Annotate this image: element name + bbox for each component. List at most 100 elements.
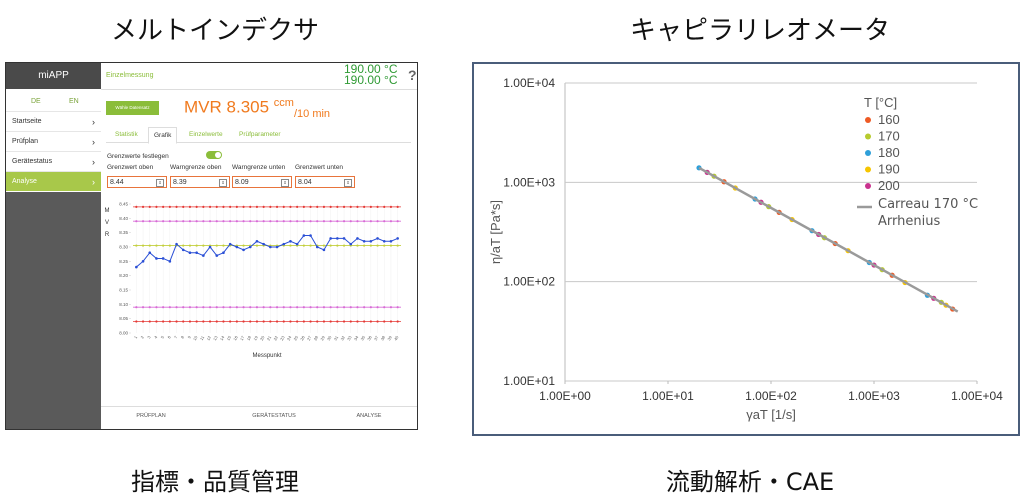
limit-marker — [282, 306, 285, 309]
limit-marker — [289, 306, 292, 309]
limit-marker — [249, 205, 252, 208]
data-point — [242, 248, 245, 252]
x-tick-label: 25 — [292, 334, 299, 341]
limit-input[interactable]: 8.44 ⇕ — [107, 176, 167, 188]
y-tick-label: 8.00 — [119, 331, 128, 336]
menu-item[interactable]: Gerätestatus › — [6, 151, 101, 171]
limit-label: Warngrenze oben — [170, 164, 222, 171]
menu-item[interactable]: Startseite › — [6, 111, 101, 131]
limit-marker — [155, 220, 158, 223]
limit-marker — [275, 320, 279, 323]
data-point — [141, 260, 145, 263]
x-tick-label: 6 — [166, 334, 172, 339]
x-tick-label: 33 — [346, 334, 353, 341]
limit-marker — [302, 306, 305, 309]
data-point — [228, 242, 232, 246]
limit-marker — [242, 220, 245, 223]
limit-input[interactable]: 8.39 ⇕ — [170, 176, 230, 188]
x-tick-label: 29 — [319, 334, 326, 341]
data-point — [295, 242, 299, 246]
limit-marker — [396, 205, 399, 208]
data-point — [202, 254, 205, 257]
x-axis-label: Messpunkt — [252, 353, 281, 359]
mean-marker — [369, 244, 372, 247]
limit-marker — [369, 306, 372, 309]
x-tick-label: 17 — [239, 334, 246, 341]
limit-marker — [282, 220, 285, 223]
menu-item[interactable]: Analyse › — [6, 171, 101, 191]
tab[interactable]: Einzelwerte — [189, 131, 223, 138]
data-point — [181, 248, 185, 252]
x-tick-label: 24 — [286, 334, 293, 341]
limit-marker — [162, 306, 165, 309]
menu-item[interactable]: Prüfplan › — [6, 131, 101, 151]
limit-marker — [296, 320, 299, 323]
tab-line — [106, 142, 411, 143]
limit-marker — [235, 220, 238, 223]
limit-marker — [269, 306, 272, 309]
menu-text: Gerätestatus — [12, 158, 53, 165]
limit-marker — [229, 320, 232, 323]
x-tick-label: 1.00E+00 — [539, 389, 591, 403]
limit-input[interactable]: 8.09 ⇕ — [232, 176, 292, 188]
footer-link[interactable]: PRÜFPLAN — [136, 413, 166, 419]
limit-marker — [222, 205, 225, 208]
limit-marker — [235, 320, 238, 323]
mean-marker — [363, 244, 366, 247]
legend-marker — [865, 133, 871, 140]
mean-marker — [141, 244, 145, 247]
x-tick-label: 12 — [205, 334, 212, 341]
button[interactable]: Wähle Datensatz — [106, 101, 159, 115]
limit-marker — [141, 205, 145, 208]
legend-marker — [865, 117, 871, 123]
limit-label: Warngrenze unten — [232, 164, 286, 171]
mean-marker — [215, 244, 218, 247]
language[interactable]: DE — [31, 98, 41, 105]
heading: メルトインデクサ — [110, 16, 320, 46]
limit-marker — [302, 220, 305, 223]
limit-marker — [262, 306, 265, 309]
help[interactable]: ? — [408, 67, 417, 83]
mean-marker — [135, 244, 138, 247]
limit-marker — [289, 220, 292, 223]
limit-marker — [275, 205, 279, 208]
limit-input[interactable]: 8.04 ⇕ — [295, 176, 355, 188]
y-axis-label: V — [105, 220, 109, 226]
temperature: 190.00 °C — [344, 73, 398, 87]
data-point — [222, 251, 225, 255]
toggle[interactable] — [206, 151, 222, 159]
limit-marker — [329, 220, 332, 223]
footer-link[interactable]: ANALYSE — [356, 413, 382, 419]
x-tick-label: 18 — [246, 334, 253, 341]
limit-marker — [175, 320, 178, 323]
y-tick-label: 8.40 — [119, 216, 128, 221]
limit-marker — [202, 205, 205, 208]
x-tick-label: 37 — [373, 334, 380, 341]
data-point — [168, 260, 172, 263]
limit-marker — [342, 306, 346, 309]
limit-marker — [222, 306, 225, 309]
tab[interactable]: Grafik — [148, 127, 178, 144]
limit-marker — [316, 306, 319, 309]
limit-value: 8.44 — [110, 179, 124, 186]
x-tick-label: 30 — [326, 334, 333, 341]
limit-marker — [229, 306, 232, 309]
limit-marker — [208, 320, 212, 323]
limit-marker — [182, 306, 185, 309]
limit-marker — [202, 320, 205, 323]
limit-marker — [349, 306, 352, 309]
tab[interactable]: Prüfparameter — [239, 131, 281, 138]
x-tick-label: 16 — [232, 334, 239, 341]
limit-marker — [309, 220, 312, 223]
limit-marker — [376, 306, 379, 309]
limit-marker — [168, 306, 171, 309]
language[interactable]: EN — [69, 98, 79, 105]
legend-marker — [865, 150, 871, 156]
x-tick-label: 9 — [186, 334, 192, 339]
tab[interactable]: Statistik — [115, 131, 138, 138]
limit-marker — [309, 320, 312, 323]
limit-marker — [188, 306, 192, 309]
data-point — [148, 251, 152, 255]
footer-link[interactable]: GERÄTESTATUS — [252, 413, 296, 419]
